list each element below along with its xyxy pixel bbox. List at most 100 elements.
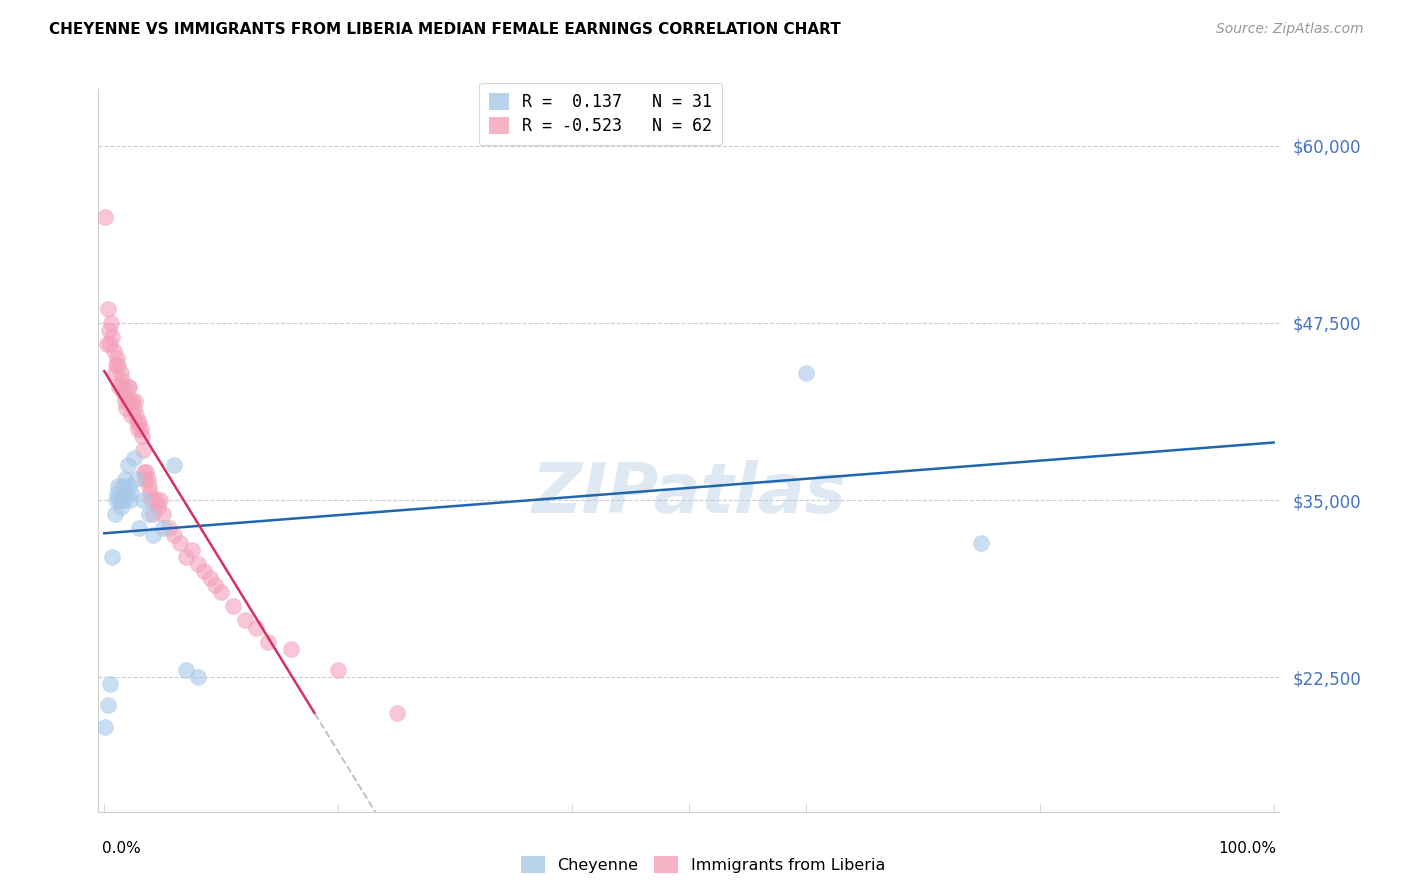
Point <box>96 337 118 351</box>
Point <box>125 415 148 429</box>
Point <box>127 422 149 436</box>
Text: ZIPatlas: ZIPatlas <box>531 460 846 527</box>
Point <box>198 571 221 585</box>
Point <box>193 564 215 578</box>
Point <box>326 663 349 677</box>
Text: Source: ZipAtlas.com: Source: ZipAtlas.com <box>1216 22 1364 37</box>
Point <box>136 472 159 486</box>
Point <box>97 323 120 337</box>
Point <box>142 507 165 521</box>
Point <box>132 443 155 458</box>
Point <box>107 479 129 493</box>
Point <box>108 380 131 394</box>
Point <box>181 542 204 557</box>
Point <box>128 415 150 429</box>
Point <box>112 493 135 508</box>
Point <box>157 521 180 535</box>
Point <box>139 486 162 500</box>
Point <box>163 528 186 542</box>
Point <box>187 557 209 571</box>
Point <box>152 507 174 521</box>
Point <box>101 330 124 344</box>
Point <box>222 599 245 614</box>
Point <box>118 493 141 508</box>
Point <box>104 493 127 508</box>
Point <box>103 344 125 359</box>
Point <box>125 472 148 486</box>
Point <box>174 549 197 564</box>
Point <box>122 450 145 465</box>
Point <box>129 422 152 436</box>
Point <box>115 401 138 415</box>
Point <box>145 493 167 508</box>
Point <box>152 521 174 535</box>
Point <box>146 500 169 515</box>
Point <box>385 706 408 720</box>
Point <box>174 663 197 677</box>
Point <box>118 393 141 408</box>
Legend: R =  0.137   N = 31, R = -0.523   N = 62: R = 0.137 N = 31, R = -0.523 N = 62 <box>479 83 723 145</box>
Point <box>142 528 165 542</box>
Point <box>118 380 141 394</box>
Point <box>101 549 124 564</box>
Point <box>138 479 160 493</box>
Point <box>124 393 146 408</box>
Point <box>187 670 209 684</box>
Legend: Cheyenne, Immigrants from Liberia: Cheyenne, Immigrants from Liberia <box>515 849 891 880</box>
Point <box>97 301 120 316</box>
Point <box>132 493 155 508</box>
Point <box>209 585 232 599</box>
Point <box>108 493 131 508</box>
Point <box>169 535 191 549</box>
Point <box>120 486 142 500</box>
Point <box>111 493 134 508</box>
Point <box>245 621 267 635</box>
Point <box>139 493 162 508</box>
Point <box>111 373 134 387</box>
Point <box>134 472 156 486</box>
Point <box>115 486 138 500</box>
Point <box>204 578 226 592</box>
Point <box>111 479 134 493</box>
Point <box>794 366 817 380</box>
Point <box>138 507 160 521</box>
Point <box>149 493 172 508</box>
Point <box>125 408 148 422</box>
Text: 0.0%: 0.0% <box>101 840 141 855</box>
Point <box>110 366 132 380</box>
Point <box>100 316 122 330</box>
Point <box>280 641 302 656</box>
Point <box>117 380 139 394</box>
Point <box>98 677 121 691</box>
Point <box>104 507 127 521</box>
Point <box>98 337 121 351</box>
Point <box>94 210 117 224</box>
Point <box>131 429 153 443</box>
Point <box>257 634 280 648</box>
Point <box>970 535 993 549</box>
Point <box>117 458 139 472</box>
Point <box>97 698 120 713</box>
Point <box>120 408 142 422</box>
Point <box>107 359 129 373</box>
Text: 100.0%: 100.0% <box>1218 840 1277 855</box>
Point <box>105 486 128 500</box>
Point <box>104 359 127 373</box>
Point <box>105 351 128 366</box>
Point <box>122 401 145 415</box>
Point <box>118 479 141 493</box>
Point <box>112 386 135 401</box>
Point <box>111 380 134 394</box>
Point <box>132 465 155 479</box>
Point <box>110 500 132 515</box>
Point <box>114 472 136 486</box>
Point <box>121 393 143 408</box>
Point <box>233 614 256 628</box>
Point <box>114 393 136 408</box>
Point <box>135 465 157 479</box>
Point <box>163 458 186 472</box>
Point <box>104 366 127 380</box>
Point <box>94 720 117 734</box>
Point <box>128 521 150 535</box>
Text: CHEYENNE VS IMMIGRANTS FROM LIBERIA MEDIAN FEMALE EARNINGS CORRELATION CHART: CHEYENNE VS IMMIGRANTS FROM LIBERIA MEDI… <box>49 22 841 37</box>
